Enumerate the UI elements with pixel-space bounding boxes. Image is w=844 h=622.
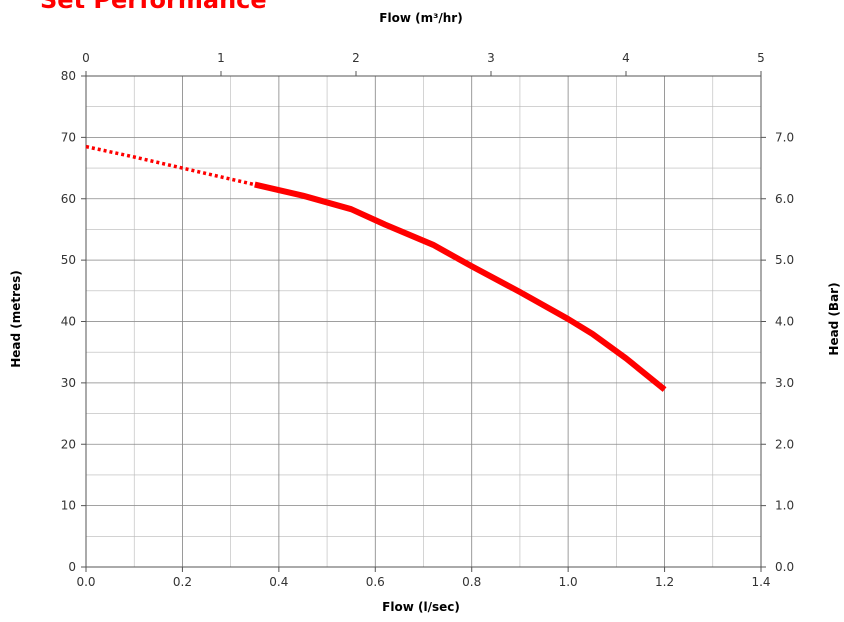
x2-tick-label: 3 <box>487 51 495 65</box>
y2-tick-label: 7.0 <box>775 130 794 144</box>
y-tick-label: 30 <box>61 376 76 390</box>
x-tick-label: 1.2 <box>655 575 674 589</box>
y-right-axis-label: Head (Bar) <box>827 282 841 356</box>
y-tick-label: 10 <box>61 499 76 513</box>
y-tick-label: 0 <box>68 560 76 574</box>
x2-tick-label: 5 <box>757 51 765 65</box>
x-tick-label: 0.4 <box>269 575 288 589</box>
series-line-dotted <box>85 144 256 187</box>
y2-tick-label: 3.0 <box>775 376 794 390</box>
x-tick-label: 0.2 <box>173 575 192 589</box>
axis-ticks <box>81 71 766 572</box>
y2-tick-label: 6.0 <box>775 192 794 206</box>
x2-tick-label: 0 <box>82 51 90 65</box>
x2-tick-label: 2 <box>352 51 360 65</box>
y-tick-label: 40 <box>61 315 76 329</box>
x2-tick-label: 1 <box>217 51 225 65</box>
y-tick-label: 50 <box>61 253 76 267</box>
series-line-solid <box>254 181 667 392</box>
series-group <box>85 144 667 392</box>
y2-tick-label: 5.0 <box>775 253 794 267</box>
y2-tick-label: 1.0 <box>775 499 794 513</box>
y-tick-label: 20 <box>61 437 76 451</box>
x-tick-label: 1.0 <box>559 575 578 589</box>
x-top-axis-label: Flow (m³/hr) <box>379 11 463 25</box>
x-tick-label: 0.8 <box>462 575 481 589</box>
y-tick-label: 80 <box>61 69 76 83</box>
chart-title: Set Performance <box>40 0 267 14</box>
axis-tick-labels: 0.0 0.2 0.4 0.6 0.8 1.0 1.2 1.40102030405060708… <box>61 51 794 589</box>
x-tick-label: 1.4 <box>751 575 770 589</box>
x-axis-label: Flow (l/sec) <box>382 600 460 614</box>
x-tick-label: 0.0 <box>76 575 95 589</box>
y2-tick-label: 4.0 <box>775 315 794 329</box>
y-tick-label: 70 <box>61 130 76 144</box>
x2-tick-label: 4 <box>622 51 630 65</box>
y2-tick-label: 2.0 <box>775 437 794 451</box>
x-tick-label: 0.6 <box>366 575 385 589</box>
y-axis-label: Head (metres) <box>9 270 23 368</box>
y2-tick-label: 0.0 <box>775 560 794 574</box>
y-tick-label: 60 <box>61 192 76 206</box>
